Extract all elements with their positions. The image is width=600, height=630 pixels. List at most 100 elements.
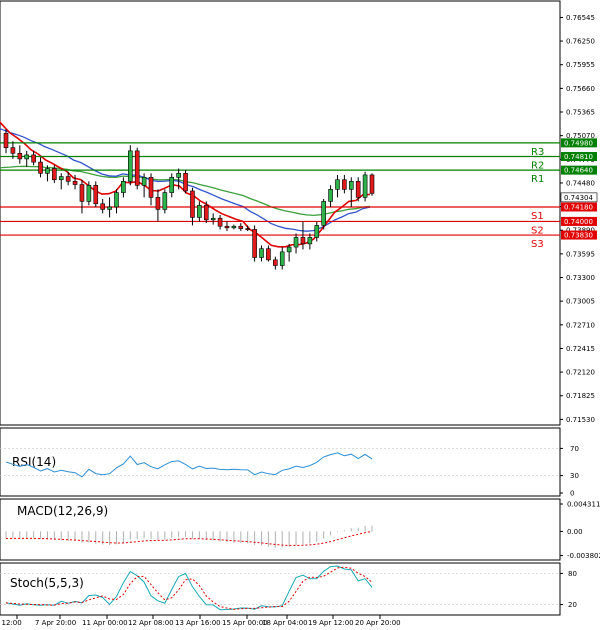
price-tag-label: 0.74000	[564, 218, 593, 226]
candle	[72, 174, 78, 190]
pivot-level-tag: S3	[531, 239, 544, 250]
price-tick-label: 0.72120	[566, 369, 595, 377]
candle	[355, 177, 361, 202]
price-tag-label: 0.73830	[564, 232, 593, 240]
macd-panel-title: MACD(12,26,9)	[17, 504, 108, 518]
price-tag-box	[561, 165, 597, 175]
price-tags: 0.74980 0.74810 0.74640 0.74180 0.74000 0.738…	[560, 138, 598, 240]
rsi-polyline	[5, 452, 373, 478]
pivot-levels: R3 R2 R1 S1 S2 S3	[0, 142, 560, 250]
candle	[141, 173, 147, 198]
candle-body	[231, 225, 237, 229]
macd-tick-label: 0.00	[567, 528, 583, 536]
candle	[328, 185, 333, 207]
candle	[190, 187, 195, 226]
time-tick-label: 20 Apr 20:00	[355, 619, 401, 627]
candle	[86, 181, 92, 206]
price-tag-box	[561, 202, 597, 212]
pivot-level-s2: S2	[0, 220, 560, 236]
pivot-level-tag: R3	[531, 147, 544, 158]
candle-body	[259, 248, 264, 258]
rsi-tick-label: 30	[570, 472, 579, 480]
candle-body	[273, 259, 278, 266]
candle-body	[266, 248, 271, 261]
candle-body	[342, 179, 347, 190]
candle	[176, 168, 181, 190]
candle-body	[238, 225, 244, 229]
candle	[362, 171, 368, 202]
pivot-level-price-tag: 0.74980	[561, 138, 597, 148]
time-tick-label: 19 Apr 12:00	[308, 619, 354, 627]
price-tag-label: 0.74180	[564, 203, 593, 211]
rsi-panel-title: RSI(14)	[12, 455, 56, 469]
macd-y-axis: 0.004311 0.00 -0.003802	[560, 501, 600, 560]
candle	[197, 201, 202, 222]
candle-body	[210, 217, 216, 221]
candle-body	[134, 150, 140, 186]
price-tag-box	[561, 138, 597, 148]
candle	[259, 245, 264, 262]
candle-body	[24, 154, 30, 160]
candle-body	[190, 190, 195, 218]
candle-body	[52, 168, 57, 181]
candle	[273, 256, 278, 270]
candle	[162, 189, 168, 214]
candle-body	[362, 174, 368, 198]
stoch-y-axis: 80 20	[0, 570, 577, 609]
pivot-level-price-tag: 0.74000	[561, 216, 597, 226]
candle	[203, 201, 209, 224]
candle	[266, 245, 271, 262]
price-tick-label: 0.71825	[566, 392, 595, 400]
candle-body	[300, 237, 306, 245]
candle-body	[279, 251, 285, 266]
ma-medium-blue	[0, 128, 371, 232]
rsi-line	[5, 452, 373, 478]
candle-body	[100, 203, 105, 210]
price-panel: 0.76545 0.76250 0.75955 0.75660 0.75365 0.750…	[0, 0, 598, 426]
candle	[93, 181, 99, 207]
candle-body	[162, 192, 168, 210]
candle-body	[217, 217, 223, 227]
candle	[134, 147, 140, 190]
candle-body	[31, 154, 36, 163]
candle-body	[293, 237, 299, 248]
candle	[114, 189, 119, 214]
macd-panel: MACD(12,26,9) 0.004311 0.00 -0.003802	[0, 498, 600, 561]
ma-medium-blue-line	[0, 128, 371, 232]
time-tick-label: 18 Apr 04:00	[262, 619, 308, 627]
price-tag-label: 0.74810	[564, 153, 593, 161]
candle-body	[155, 197, 161, 210]
current-price-box	[560, 192, 598, 203]
price-tag-box	[561, 230, 597, 240]
candle-body	[307, 237, 313, 245]
candle	[45, 165, 50, 182]
ma-slow-green	[0, 165, 371, 217]
candle-body	[176, 173, 181, 178]
price-tag-label: 0.74980	[564, 139, 593, 147]
price-tick-label: 0.75660	[566, 85, 595, 93]
pivot-level-tag: S1	[531, 211, 544, 222]
stoch-signal-polyline	[5, 566, 373, 610]
candle-body	[114, 192, 119, 208]
macd-signal-polyline	[5, 530, 373, 546]
candle	[342, 174, 347, 194]
pivot-level-s3: S3	[0, 234, 560, 250]
candle	[148, 173, 154, 206]
candle	[169, 173, 175, 198]
candle	[335, 174, 340, 198]
candlestick-series	[3, 129, 375, 270]
stoch-panel-frame	[0, 562, 561, 616]
time-tick-label: 7 Apr 20:00	[35, 619, 76, 627]
candle	[128, 145, 133, 186]
candle	[17, 145, 23, 164]
candle	[245, 225, 250, 232]
pivot-level-tag: R2	[531, 160, 544, 171]
price-tick-label: 0.75955	[566, 61, 595, 69]
candle-body	[224, 225, 230, 229]
ma-slow-green-line	[0, 165, 371, 217]
candle	[24, 150, 30, 167]
candle-body	[245, 228, 250, 230]
price-tick-label: 0.72415	[566, 345, 595, 353]
candle-body	[45, 168, 50, 174]
